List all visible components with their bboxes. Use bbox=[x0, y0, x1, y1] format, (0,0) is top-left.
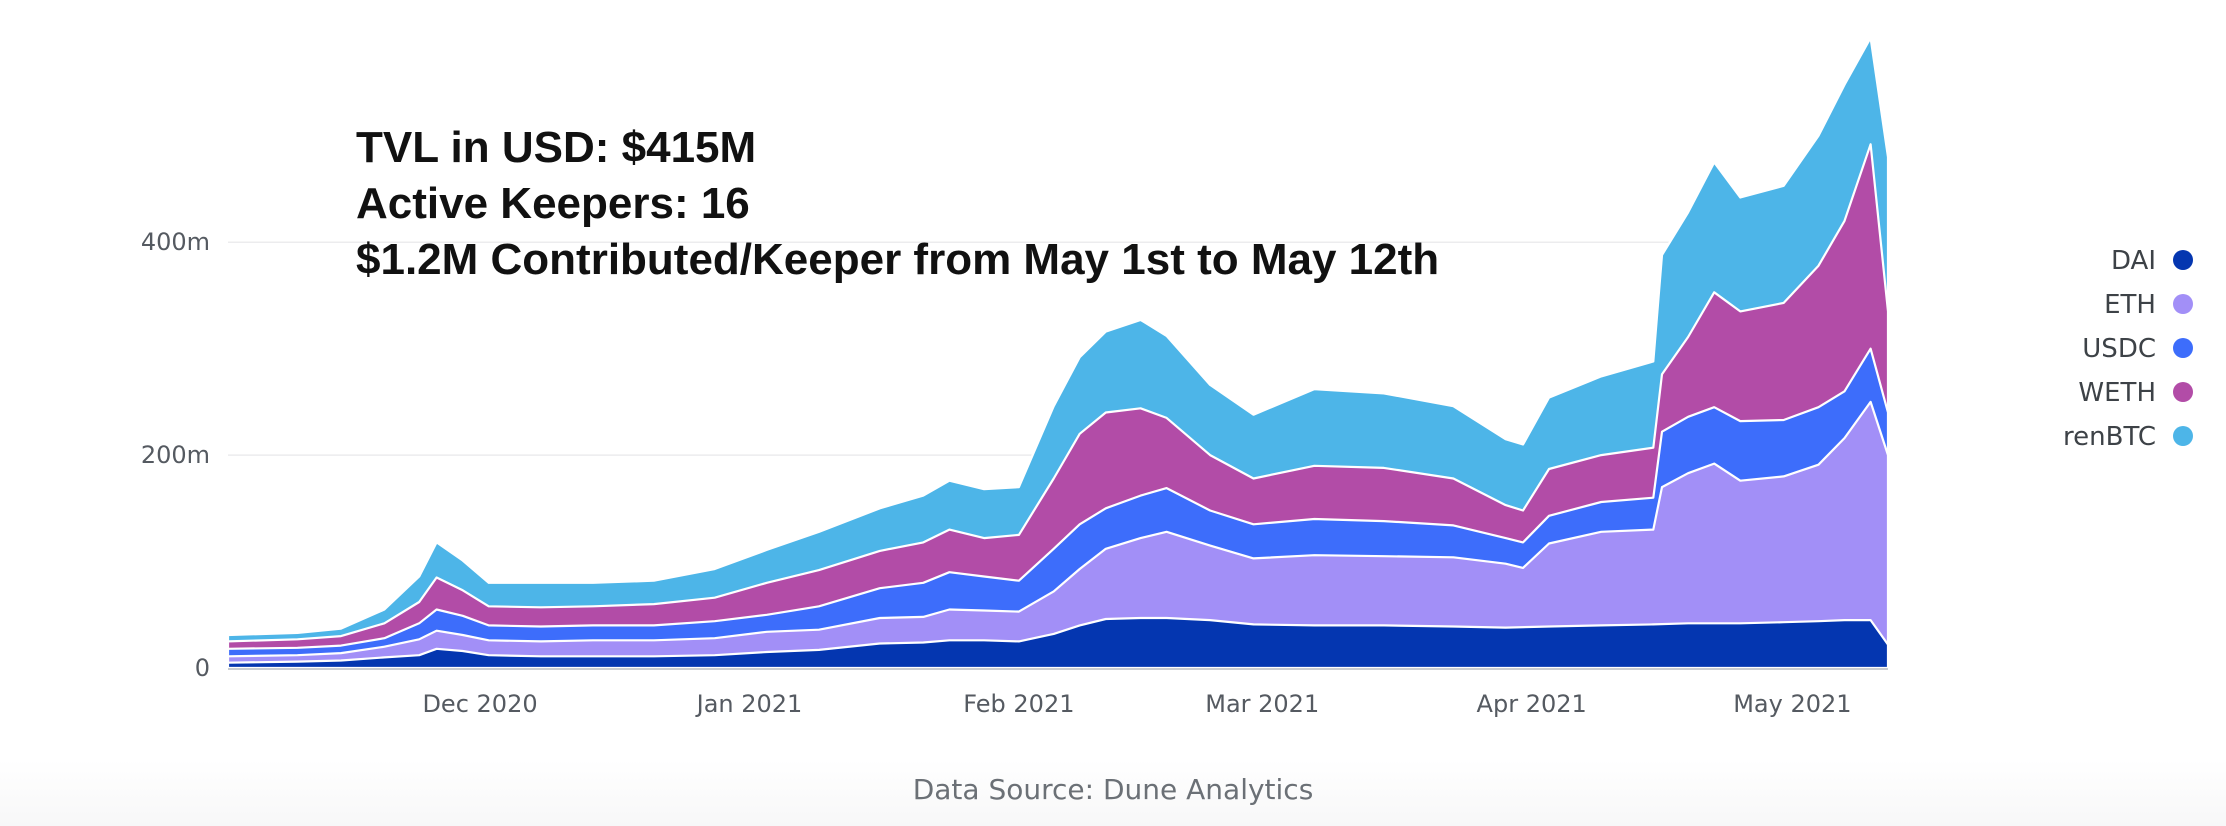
legend-label-dai: DAI bbox=[2111, 246, 2156, 276]
y-tick-label: 0 bbox=[195, 654, 210, 682]
legend: DAI ETH USDC WETH renBTC bbox=[2063, 246, 2193, 452]
y-tick-label: 200m bbox=[141, 441, 210, 469]
x-tick-label: Feb 2021 bbox=[963, 690, 1074, 718]
annotation-line: Active Keepers: 16 bbox=[356, 179, 750, 228]
x-tick-label: Apr 2021 bbox=[1477, 690, 1587, 718]
area-eth bbox=[226, 400, 1890, 670]
x-tick-label: Mar 2021 bbox=[1205, 690, 1319, 718]
footer-band bbox=[0, 760, 2226, 826]
annotation-line: TVL in USD: $415M bbox=[356, 123, 756, 172]
legend-label-renbtc: renBTC bbox=[2063, 422, 2156, 452]
legend-label-eth: ETH bbox=[2104, 290, 2156, 320]
annotation-line: $1.2M Contributed/Keeper from May 1st to… bbox=[356, 235, 1439, 284]
axes: 0 200m 400m Dec 2020 Jan 2021 Feb 2021 Mar 202… bbox=[141, 228, 1888, 718]
legend-swatch-dai[interactable] bbox=[2173, 250, 2193, 270]
legend-swatch-renbtc[interactable] bbox=[2173, 426, 2193, 446]
legend-label-weth: WETH bbox=[2078, 378, 2156, 408]
annotation-box: TVL in USD: $415M Active Keepers: 16 $1.2M… bbox=[356, 123, 1439, 284]
x-tick-label: May 2021 bbox=[1733, 690, 1851, 718]
x-tick-label: Dec 2020 bbox=[422, 690, 537, 718]
legend-swatch-usdc[interactable] bbox=[2173, 338, 2193, 358]
x-tick-label: Jan 2021 bbox=[695, 690, 803, 718]
legend-label-usdc: USDC bbox=[2082, 334, 2156, 364]
area-dai bbox=[226, 616, 1890, 670]
legend-swatch-weth[interactable] bbox=[2173, 382, 2193, 402]
data-source-caption: Data Source: Dune Analytics bbox=[912, 773, 1314, 806]
area-series bbox=[226, 36, 1890, 670]
legend-swatch-eth[interactable] bbox=[2173, 294, 2193, 314]
y-tick-label: 400m bbox=[141, 228, 210, 256]
